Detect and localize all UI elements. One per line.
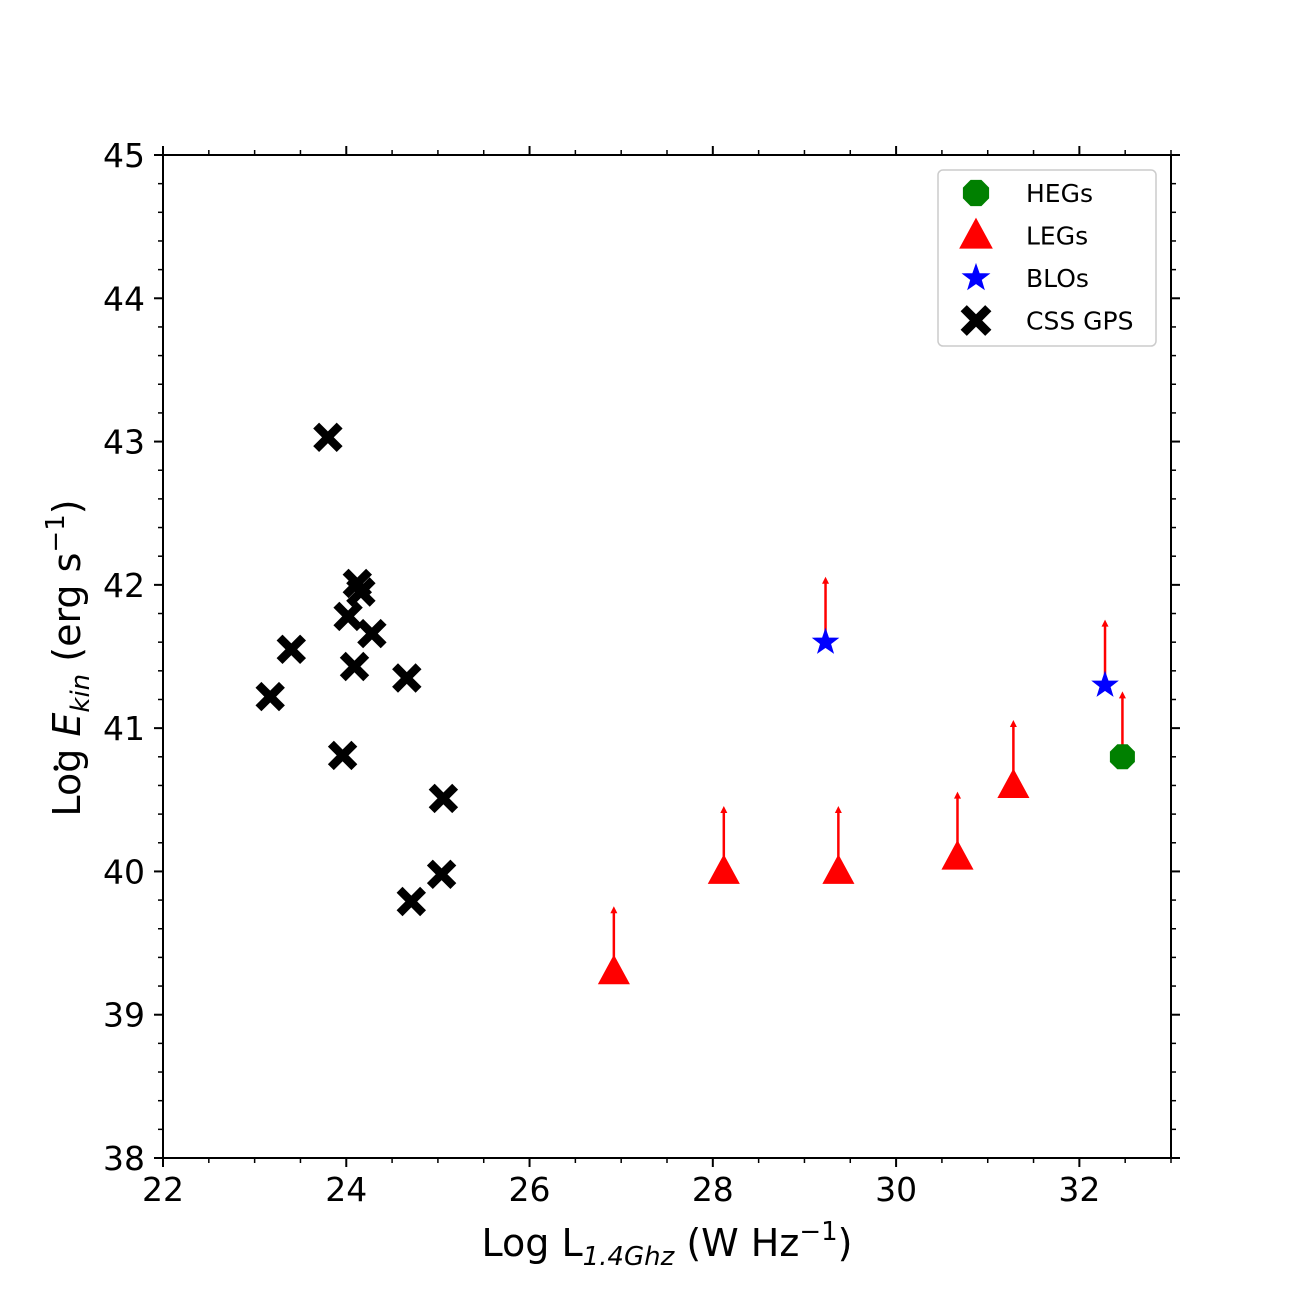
legend-marker-legs <box>959 217 993 249</box>
x-tick-label: 26 <box>509 1170 551 1209</box>
legend-label: BLOs <box>1026 264 1089 293</box>
marker-blos <box>811 627 840 654</box>
y-axis-symbol: E <box>45 713 89 737</box>
marker-legs <box>997 768 1030 798</box>
legend-marker-blos <box>961 262 991 291</box>
legend-label: LEGs <box>1026 222 1088 251</box>
x-tick-label: 22 <box>142 1170 184 1209</box>
upper-limit-arrows <box>610 576 1126 972</box>
lower-limit-arrow-head <box>822 576 830 584</box>
x-tick-label: 32 <box>1058 1170 1100 1209</box>
y-tick-label: 44 <box>103 279 145 318</box>
marker-css-gps <box>357 618 387 649</box>
x-tick-label: 24 <box>325 1170 367 1209</box>
marker-hegs <box>1109 744 1135 770</box>
legend-label: CSS GPS <box>1026 307 1133 336</box>
marker-legs <box>941 840 974 870</box>
marker-legs <box>597 954 630 985</box>
plot-frame <box>162 154 1172 1159</box>
y-tick-label: 40 <box>103 852 145 891</box>
legend-label: HEGs <box>1026 179 1093 208</box>
data-markers <box>255 422 1135 985</box>
y-tick-label: 42 <box>103 566 145 605</box>
marker-css-gps <box>276 634 307 665</box>
legend: HEGs LEGs BLOs CSS GPS <box>937 169 1157 347</box>
y-tick-label: 38 <box>103 1139 145 1178</box>
lower-limit-arrow-head <box>1118 691 1126 699</box>
marker-blos <box>1091 670 1119 697</box>
lower-limit-arrow-head <box>610 906 618 914</box>
x-axis-title: Log L1.4Ghz (W Hz−1) <box>482 1217 853 1272</box>
marker-css-gps <box>426 859 457 890</box>
marker-css-gps <box>428 783 459 814</box>
tick-labels: 22 24 26 28 30 32 38 39 40 41 42 43 44 45 <box>103 136 1100 1209</box>
lower-limit-arrow-head <box>1101 619 1109 627</box>
legend-marker-css-gps <box>960 305 992 336</box>
marker-css-gps <box>392 663 422 693</box>
marker-css-gps <box>346 577 376 607</box>
marker-css-gps <box>313 422 343 453</box>
x-tick-label: 30 <box>875 1170 917 1209</box>
lower-limit-arrow-head <box>1009 719 1017 727</box>
x-tick-label: 28 <box>692 1170 734 1209</box>
lower-limit-arrow-head <box>720 805 728 813</box>
y-tick-label: 45 <box>103 136 145 175</box>
lower-limit-arrow-head <box>953 791 961 799</box>
lower-limit-arrow-head <box>834 805 842 813</box>
marker-css-gps <box>339 651 370 682</box>
marker-css-gps <box>333 601 363 632</box>
major-ticks <box>154 146 1180 1167</box>
legend-marker-hegs <box>962 179 990 207</box>
y-axis-title: Log Ekin (erg s−1) <box>41 499 96 816</box>
y-tick-label: 43 <box>103 423 145 462</box>
marker-legs <box>707 854 740 884</box>
y-tick-label: 41 <box>103 709 145 748</box>
marker-legs <box>822 854 855 884</box>
marker-css-gps <box>255 681 285 712</box>
marker-css-gps <box>396 886 427 917</box>
marker-css-gps <box>327 740 358 771</box>
y-tick-label: 39 <box>103 996 145 1035</box>
legend-box <box>937 169 1157 347</box>
y-axis-dot-accent <box>53 765 59 771</box>
